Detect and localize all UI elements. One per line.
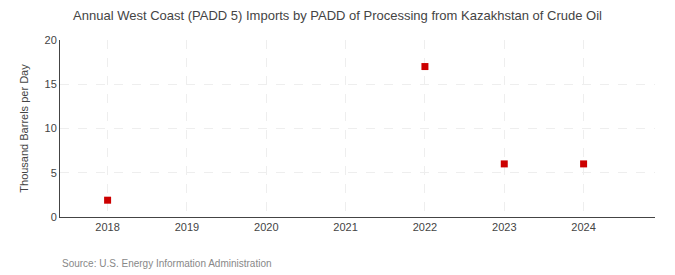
svg-text:2020: 2020 — [254, 221, 278, 233]
svg-text:Annual West Coast (PADD 5) Imp: Annual West Coast (PADD 5) Imports by PA… — [73, 8, 602, 23]
svg-text:Thousand Barrels per Day: Thousand Barrels per Day — [18, 64, 30, 193]
svg-text:20: 20 — [45, 34, 57, 46]
svg-text:2024: 2024 — [571, 221, 595, 233]
svg-text:5: 5 — [51, 167, 57, 179]
svg-text:0: 0 — [51, 211, 57, 223]
svg-text:2023: 2023 — [492, 221, 516, 233]
svg-text:15: 15 — [45, 78, 57, 90]
svg-text:2019: 2019 — [175, 221, 199, 233]
svg-text:10: 10 — [45, 122, 57, 134]
svg-text:2021: 2021 — [333, 221, 357, 233]
svg-text:2018: 2018 — [95, 221, 119, 233]
svg-text:Source: U.S. Energy Informatio: Source: U.S. Energy Information Administ… — [62, 258, 272, 269]
svg-text:2022: 2022 — [413, 221, 437, 233]
